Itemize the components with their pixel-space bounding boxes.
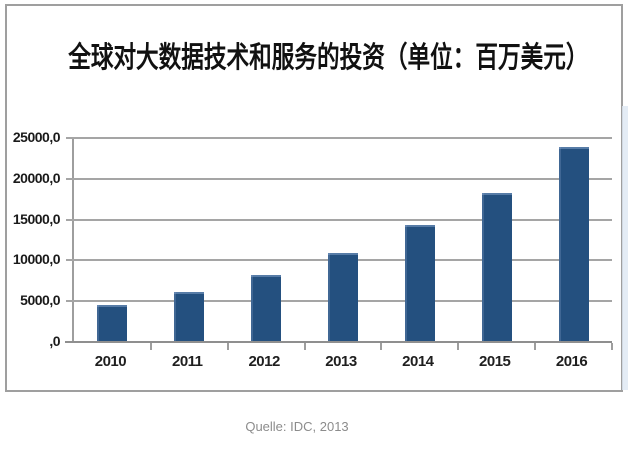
y-axis-tick-label: 20000,0 [12,169,61,186]
x-axis-category-label: 2011 [171,353,203,370]
x-axis-category-label: 2010 [94,353,127,370]
x-axis-tick [457,343,460,350]
bar-2011 [174,292,205,341]
y-axis-labels: 25000,0 20000,0 15000,0 10000,0 5000,0 ,0 [0,129,62,349]
gridline [66,218,612,221]
source-note: Quelle: IDC, 2013 [245,419,349,434]
x-axis-line [65,341,612,343]
bar-2010 [97,305,128,341]
x-axis-category-label: 2015 [479,353,511,370]
bar-2014 [404,225,435,341]
y-axis-tick-label: ,0 [49,333,60,349]
x-axis-tick [380,343,383,350]
bar-2013 [328,252,358,341]
x-axis-tick [149,343,152,350]
y-axis-tick-label: 10000,0 [12,251,61,268]
gridline [66,137,612,139]
x-axis-category-label: 2013 [325,353,357,370]
bar-2015 [481,192,512,341]
x-axis-tick [534,343,537,350]
x-axis-tick [226,343,229,350]
chart-title: 全球对大数据技术和服务的投资（单位：百万美元） [68,42,589,74]
right-edge-tint [622,106,628,390]
plot-area [65,137,613,350]
x-axis-category-label: 2012 [248,353,280,370]
x-axis-tick [303,343,306,350]
y-axis-tick-label: 15000,0 [12,210,61,227]
bar-2012 [251,274,282,341]
x-axis-category-label: 2016 [555,353,588,370]
y-axis-tick-label: 25000,0 [12,129,61,145]
bar-2016 [558,146,589,341]
y-axis-tick-label: 5000,0 [20,292,60,309]
x-axis-labels: 2010 2011 2012 2013 2014 2015 2016 [72,353,610,375]
x-axis-tick [611,343,613,350]
gridline [66,177,612,180]
x-axis-category-label: 2014 [402,353,434,370]
